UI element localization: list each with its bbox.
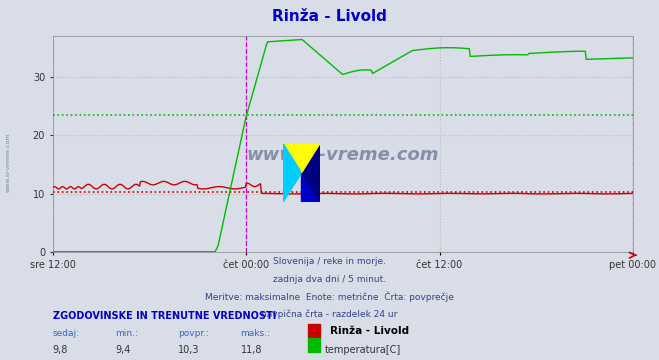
Bar xyxy=(308,324,320,338)
Polygon shape xyxy=(283,144,302,202)
Text: Rinža - Livold: Rinža - Livold xyxy=(330,326,409,336)
Text: Slovenija / reke in morje.: Slovenija / reke in morje. xyxy=(273,257,386,266)
Bar xyxy=(283,144,302,173)
Text: povpr.:: povpr.: xyxy=(178,329,209,338)
Text: 9,4: 9,4 xyxy=(115,345,130,355)
Text: Rinža - Livold: Rinža - Livold xyxy=(272,9,387,24)
Text: min.:: min.: xyxy=(115,329,138,338)
Polygon shape xyxy=(302,144,320,202)
Text: maks.:: maks.: xyxy=(241,329,270,338)
Bar xyxy=(308,338,320,352)
Bar xyxy=(302,173,320,202)
Text: 11,8: 11,8 xyxy=(241,345,262,355)
Text: temperatura[C]: temperatura[C] xyxy=(325,345,401,355)
Text: www.si-vreme.com: www.si-vreme.com xyxy=(246,146,439,164)
Text: www.si-vreme.com: www.si-vreme.com xyxy=(5,132,11,192)
Text: zadnja dva dni / 5 minut.: zadnja dva dni / 5 minut. xyxy=(273,275,386,284)
Text: 10,3: 10,3 xyxy=(178,345,200,355)
Text: 9,8: 9,8 xyxy=(53,345,68,355)
Text: ZGODOVINSKE IN TRENUTNE VREDNOSTI: ZGODOVINSKE IN TRENUTNE VREDNOSTI xyxy=(53,311,276,321)
Text: Meritve: maksimalne  Enote: metrične  Črta: povprečje: Meritve: maksimalne Enote: metrične Črta… xyxy=(205,292,454,302)
Text: sedaj:: sedaj: xyxy=(53,329,80,338)
Text: navpična črta - razdelek 24 ur: navpična črta - razdelek 24 ur xyxy=(262,309,397,319)
Polygon shape xyxy=(302,144,320,173)
